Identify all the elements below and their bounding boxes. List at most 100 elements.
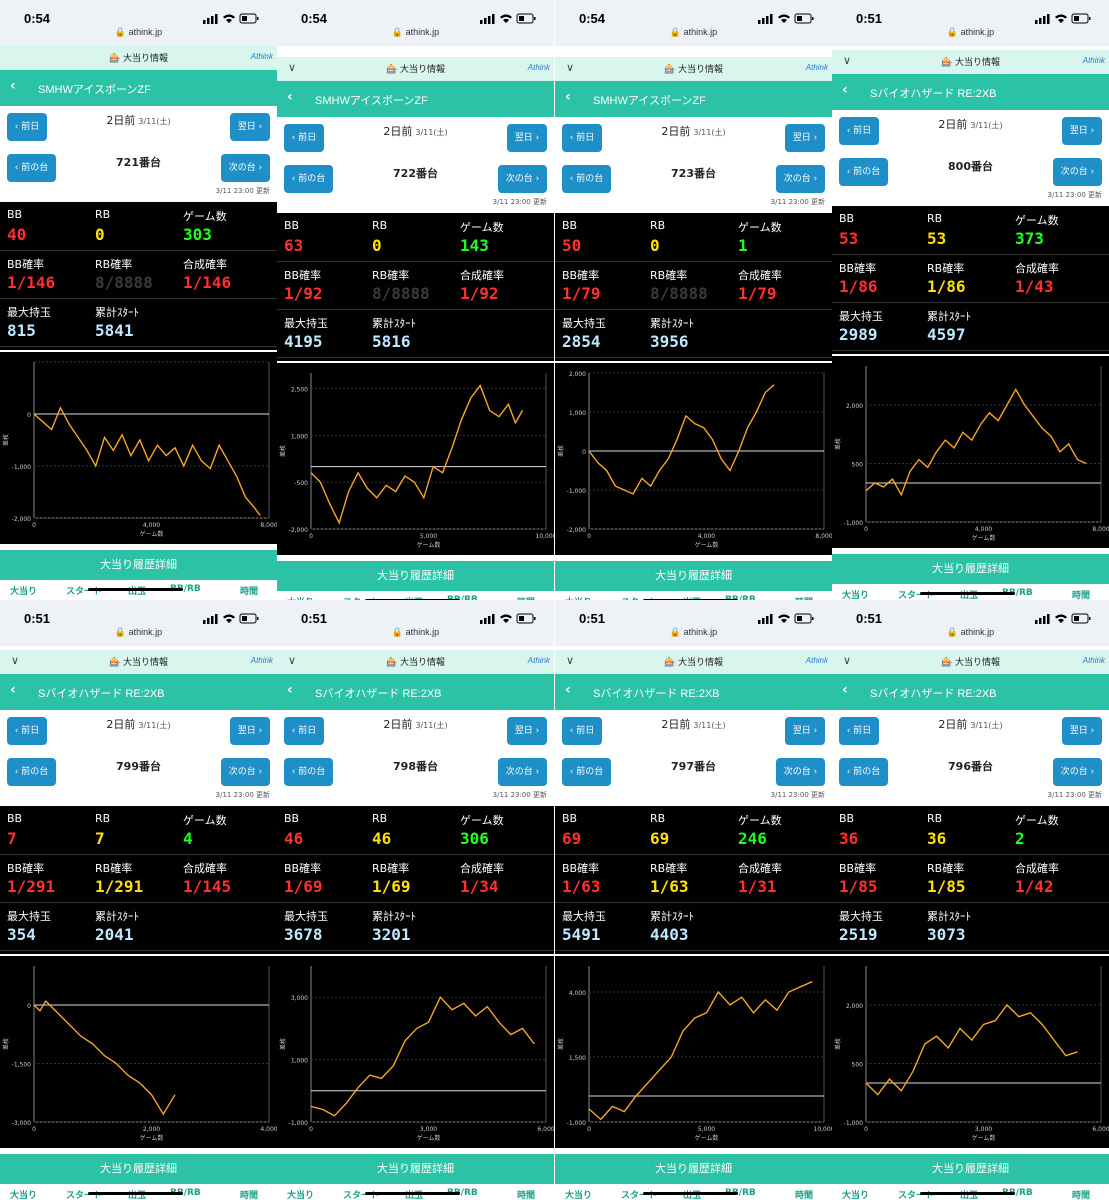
prev-day-button[interactable]: ‹ 前日 (284, 124, 324, 152)
back-arrow-icon[interactable]: ‹ (287, 89, 293, 105)
history-detail-button[interactable]: 大当り履歴詳細 (832, 1154, 1109, 1184)
history-tab[interactable]: 大当り (565, 1191, 593, 1200)
history-tab[interactable]: スタート (898, 1191, 935, 1200)
address-bar[interactable]: 🔒 athink.jp (946, 627, 995, 637)
next-machine-button[interactable]: 次の台 › (498, 758, 547, 786)
history-tab[interactable]: 時間 (517, 595, 535, 600)
history-tab[interactable]: BB/RB (170, 584, 201, 594)
history-tab[interactable]: 時間 (795, 595, 813, 600)
prev-day-button[interactable]: ‹ 前日 (7, 113, 47, 141)
prev-day-button[interactable]: ‹ 前日 (839, 717, 879, 745)
chevron-down-icon[interactable]: ∨ (566, 61, 575, 74)
history-tab[interactable]: BB/RB (725, 1188, 756, 1198)
history-tab[interactable]: 時間 (240, 1191, 259, 1200)
address-bar[interactable]: 🔒 athink.jp (114, 27, 163, 37)
next-machine-button[interactable]: 次の台 › (1053, 158, 1102, 186)
history-tab[interactable]: 大当り (287, 595, 314, 600)
history-detail-button[interactable]: 大当り履歴詳細 (555, 561, 832, 591)
back-arrow-icon[interactable]: ‹ (842, 82, 848, 98)
history-tab[interactable]: 出玉 (683, 1191, 702, 1200)
next-day-button[interactable]: 翌日 › (230, 717, 270, 745)
next-day-button[interactable]: 翌日 › (230, 113, 270, 141)
history-tab[interactable]: BB/RB (1002, 588, 1033, 598)
next-machine-button[interactable]: 次の台 › (776, 758, 825, 786)
prev-machine-button[interactable]: ‹ 前の台 (7, 758, 56, 786)
history-tab[interactable]: スタート (621, 595, 657, 600)
back-arrow-icon[interactable]: ‹ (10, 78, 16, 94)
address-bar[interactable]: 🔒 athink.jp (114, 627, 163, 637)
next-day-button[interactable]: 翌日 › (785, 717, 825, 745)
history-detail-button[interactable]: 大当り履歴詳細 (277, 1154, 554, 1184)
next-machine-button[interactable]: 次の台 › (776, 165, 825, 193)
address-bar[interactable]: 🔒 athink.jp (391, 27, 440, 37)
next-machine-button[interactable]: 次の台 › (498, 165, 547, 193)
history-tab[interactable]: 時間 (795, 1191, 814, 1200)
history-tab[interactable]: スタート (898, 591, 935, 600)
history-tab[interactable]: 時間 (1072, 591, 1091, 600)
history-tab[interactable]: BB/RB (725, 595, 756, 600)
history-tab[interactable]: 出玉 (405, 1191, 424, 1200)
prev-day-button[interactable]: ‹ 前日 (7, 717, 47, 745)
history-tab[interactable]: 大当り (287, 1191, 315, 1200)
address-bar[interactable]: 🔒 athink.jp (669, 627, 718, 637)
history-tab[interactable]: 時間 (240, 587, 259, 597)
next-day-button[interactable]: 翌日 › (1062, 117, 1102, 145)
back-arrow-icon[interactable]: ‹ (565, 682, 571, 698)
prev-machine-button[interactable]: ‹ 前の台 (562, 165, 611, 193)
chevron-down-icon[interactable]: ∨ (843, 54, 852, 67)
history-tab[interactable]: 出玉 (128, 587, 147, 597)
history-tab[interactable]: 出玉 (960, 591, 979, 600)
history-tab[interactable]: スタート (343, 595, 379, 600)
prev-machine-button[interactable]: ‹ 前の台 (284, 758, 333, 786)
history-detail-button[interactable]: 大当り履歴詳細 (0, 1154, 277, 1184)
history-tab[interactable]: 大当り (10, 1191, 38, 1200)
prev-machine-button[interactable]: ‹ 前の台 (839, 758, 888, 786)
history-tab[interactable]: スタート (621, 1191, 658, 1200)
history-tab[interactable]: 時間 (1072, 1191, 1091, 1200)
prev-machine-button[interactable]: ‹ 前の台 (839, 158, 888, 186)
chevron-down-icon[interactable]: ∨ (566, 654, 575, 667)
next-day-button[interactable]: 翌日 › (785, 124, 825, 152)
history-detail-button[interactable]: 大当り履歴詳細 (555, 1154, 832, 1184)
chevron-down-icon[interactable]: ∨ (288, 654, 297, 667)
history-tab[interactable]: BB/RB (1002, 1188, 1033, 1198)
address-bar[interactable]: 🔒 athink.jp (391, 627, 440, 637)
prev-machine-button[interactable]: ‹ 前の台 (284, 165, 333, 193)
prev-day-button[interactable]: ‹ 前日 (562, 717, 602, 745)
history-tab[interactable]: スタート (66, 587, 103, 597)
next-day-button[interactable]: 翌日 › (507, 717, 547, 745)
prev-machine-button[interactable]: ‹ 前の台 (7, 154, 56, 182)
back-arrow-icon[interactable]: ‹ (10, 682, 16, 698)
prev-machine-button[interactable]: ‹ 前の台 (562, 758, 611, 786)
history-tab[interactable]: BB/RB (447, 595, 478, 600)
chevron-down-icon[interactable]: ∨ (843, 654, 852, 667)
back-arrow-icon[interactable]: ‹ (287, 682, 293, 698)
next-machine-button[interactable]: 次の台 › (1053, 758, 1102, 786)
prev-day-button[interactable]: ‹ 前日 (839, 117, 879, 145)
history-tab[interactable]: スタート (343, 1191, 380, 1200)
history-tab[interactable]: スタート (66, 1191, 103, 1200)
history-tab[interactable]: 大当り (842, 1191, 870, 1200)
history-detail-button[interactable]: 大当り履歴詳細 (832, 554, 1109, 584)
history-tab[interactable]: 出玉 (128, 1191, 147, 1200)
history-tab[interactable]: BB/RB (170, 1188, 201, 1198)
prev-day-button[interactable]: ‹ 前日 (284, 717, 324, 745)
address-bar[interactable]: 🔒 athink.jp (669, 27, 718, 37)
next-machine-button[interactable]: 次の台 › (221, 154, 270, 182)
back-arrow-icon[interactable]: ‹ (842, 682, 848, 698)
history-tab[interactable]: 大当り (10, 587, 38, 597)
next-machine-button[interactable]: 次の台 › (221, 758, 270, 786)
next-day-button[interactable]: 翌日 › (507, 124, 547, 152)
history-tab[interactable]: BB/RB (447, 1188, 478, 1198)
history-tab[interactable]: 時間 (517, 1191, 536, 1200)
history-tab[interactable]: 大当り (565, 595, 592, 600)
history-detail-button[interactable]: 大当り履歴詳細 (277, 561, 554, 591)
chevron-down-icon[interactable]: ∨ (11, 654, 20, 667)
next-day-button[interactable]: 翌日 › (1062, 717, 1102, 745)
chevron-down-icon[interactable]: ∨ (288, 61, 297, 74)
history-detail-button[interactable]: 大当り履歴詳細 (0, 550, 277, 580)
back-arrow-icon[interactable]: ‹ (565, 89, 571, 105)
prev-day-button[interactable]: ‹ 前日 (562, 124, 602, 152)
history-tab[interactable]: 出玉 (960, 1191, 979, 1200)
address-bar[interactable]: 🔒 athink.jp (946, 27, 995, 37)
